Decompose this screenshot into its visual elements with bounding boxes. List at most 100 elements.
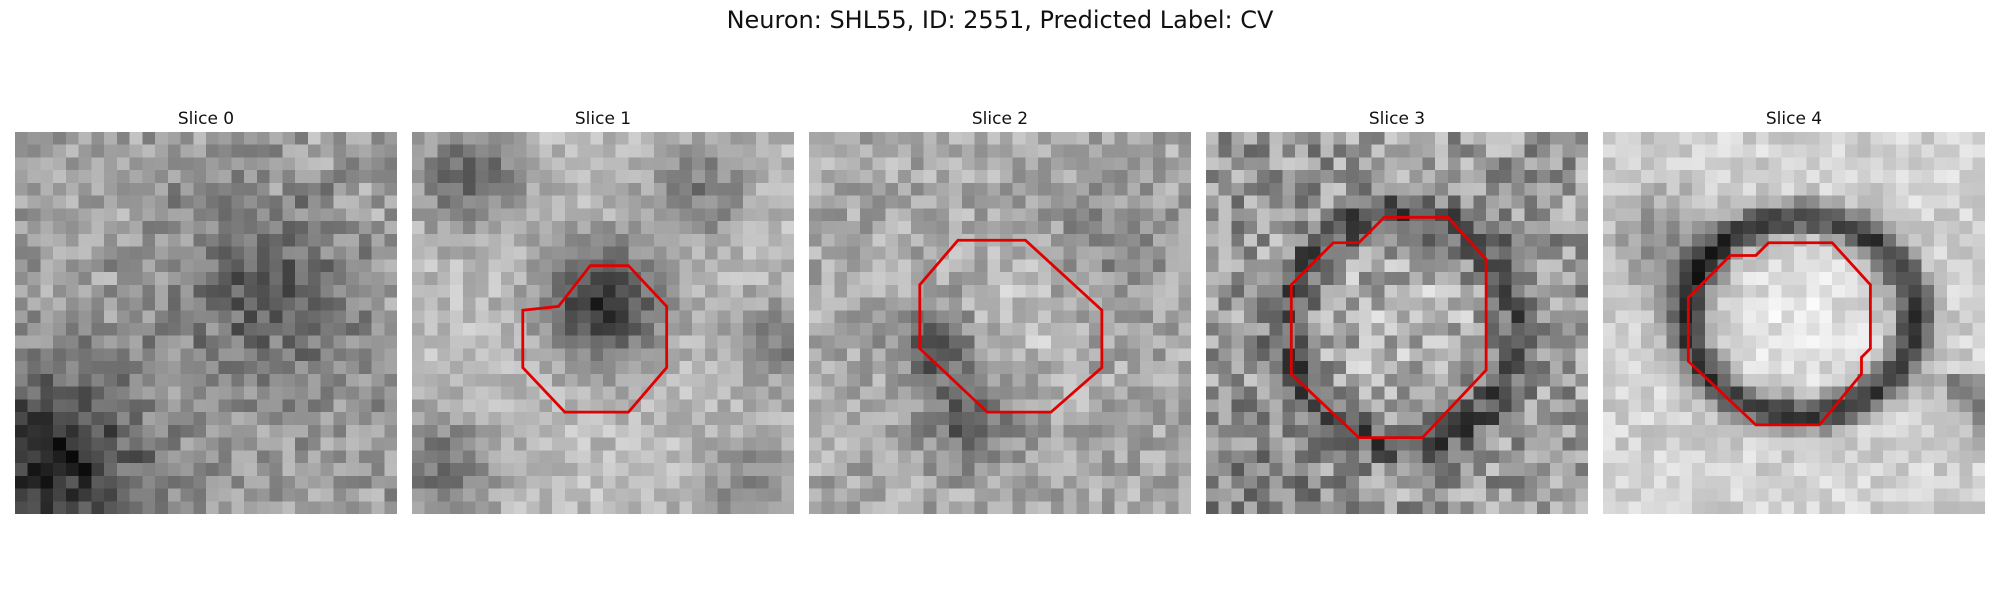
pixel (450, 475, 464, 489)
pixel (295, 246, 309, 260)
pixel (450, 208, 464, 222)
pixel (1244, 323, 1258, 336)
pixel (231, 463, 245, 477)
pixel (666, 348, 680, 362)
pixel (1320, 233, 1334, 247)
pixel (1473, 501, 1487, 514)
pixel (1641, 272, 1655, 286)
pixel (1679, 182, 1693, 196)
pixel (1972, 386, 1985, 400)
pixel (898, 475, 912, 489)
pixel (1972, 437, 1985, 451)
pixel (526, 335, 540, 349)
pixel (1972, 144, 1985, 158)
pixel (1794, 144, 1807, 158)
pixel (256, 157, 270, 171)
pixel (1295, 412, 1309, 426)
pixel (244, 259, 258, 273)
pixel (679, 157, 693, 171)
pixel (1857, 195, 1871, 209)
pixel (1908, 297, 1922, 311)
pixel (1883, 399, 1897, 413)
pixel (1743, 475, 1757, 489)
pixel (1794, 157, 1807, 171)
pixel (898, 335, 912, 349)
pixel (590, 361, 604, 375)
pixel (859, 233, 873, 247)
pixel (206, 144, 219, 158)
pixel (641, 182, 655, 196)
pixel (704, 450, 718, 464)
pixel (1959, 144, 1973, 158)
pixel (1972, 284, 1985, 298)
pixel (1717, 463, 1731, 477)
pixel (704, 488, 718, 502)
pixel (371, 437, 385, 451)
pixel (371, 323, 385, 336)
pixel (1537, 170, 1551, 184)
pixel (1358, 144, 1372, 158)
pixel (768, 399, 782, 413)
pixel (1127, 373, 1141, 387)
pixel (371, 259, 385, 273)
pixel (987, 182, 1001, 196)
pixel (743, 373, 757, 387)
pixel (1012, 501, 1026, 514)
pixel (513, 272, 527, 286)
pixel (1114, 323, 1128, 336)
pixel (1012, 412, 1026, 426)
pixel (27, 157, 41, 171)
pixel (65, 310, 79, 324)
pixel (1946, 373, 1960, 387)
pixel (781, 170, 794, 184)
pixel (821, 284, 835, 298)
pixel (1768, 412, 1782, 426)
pixel (346, 284, 360, 298)
pixel (256, 373, 270, 387)
pixel (1397, 195, 1410, 209)
pixel (15, 488, 28, 502)
pixel (475, 132, 489, 145)
pixel (872, 246, 886, 260)
pixel (1883, 132, 1897, 145)
pixel (859, 475, 873, 489)
pixel (282, 463, 296, 477)
pixel (1447, 475, 1461, 489)
pixel (180, 182, 194, 196)
pixel (1768, 437, 1782, 451)
pixel (65, 399, 79, 413)
pixel (1883, 284, 1897, 298)
pixel (218, 463, 232, 477)
pixel (1076, 246, 1090, 260)
pixel (539, 412, 553, 426)
pixel (256, 272, 270, 286)
pixel (974, 157, 988, 171)
pixel (1806, 157, 1820, 171)
pixel (1025, 208, 1039, 222)
pixel (552, 259, 566, 273)
pixel (1730, 373, 1744, 387)
pixel (834, 463, 848, 477)
pixel (859, 170, 873, 184)
pixel (590, 246, 604, 260)
pixel (1704, 450, 1718, 464)
pixel (974, 208, 988, 222)
pixel (1422, 195, 1436, 209)
pixel (1511, 412, 1525, 426)
pixel (1282, 208, 1296, 222)
pixel (1819, 233, 1833, 247)
pixel (1628, 412, 1642, 426)
pixel (307, 221, 321, 235)
pixel (1575, 348, 1588, 362)
pixel (1165, 132, 1179, 145)
pixel (859, 412, 873, 426)
pixel (1101, 386, 1115, 400)
pixel (1089, 144, 1103, 158)
pixel (1921, 310, 1935, 324)
pixel (1946, 272, 1960, 286)
pixel (1435, 297, 1449, 311)
pixel (1549, 399, 1563, 413)
pixel (437, 386, 451, 400)
pixel (450, 310, 464, 324)
pixel (1972, 246, 1985, 260)
